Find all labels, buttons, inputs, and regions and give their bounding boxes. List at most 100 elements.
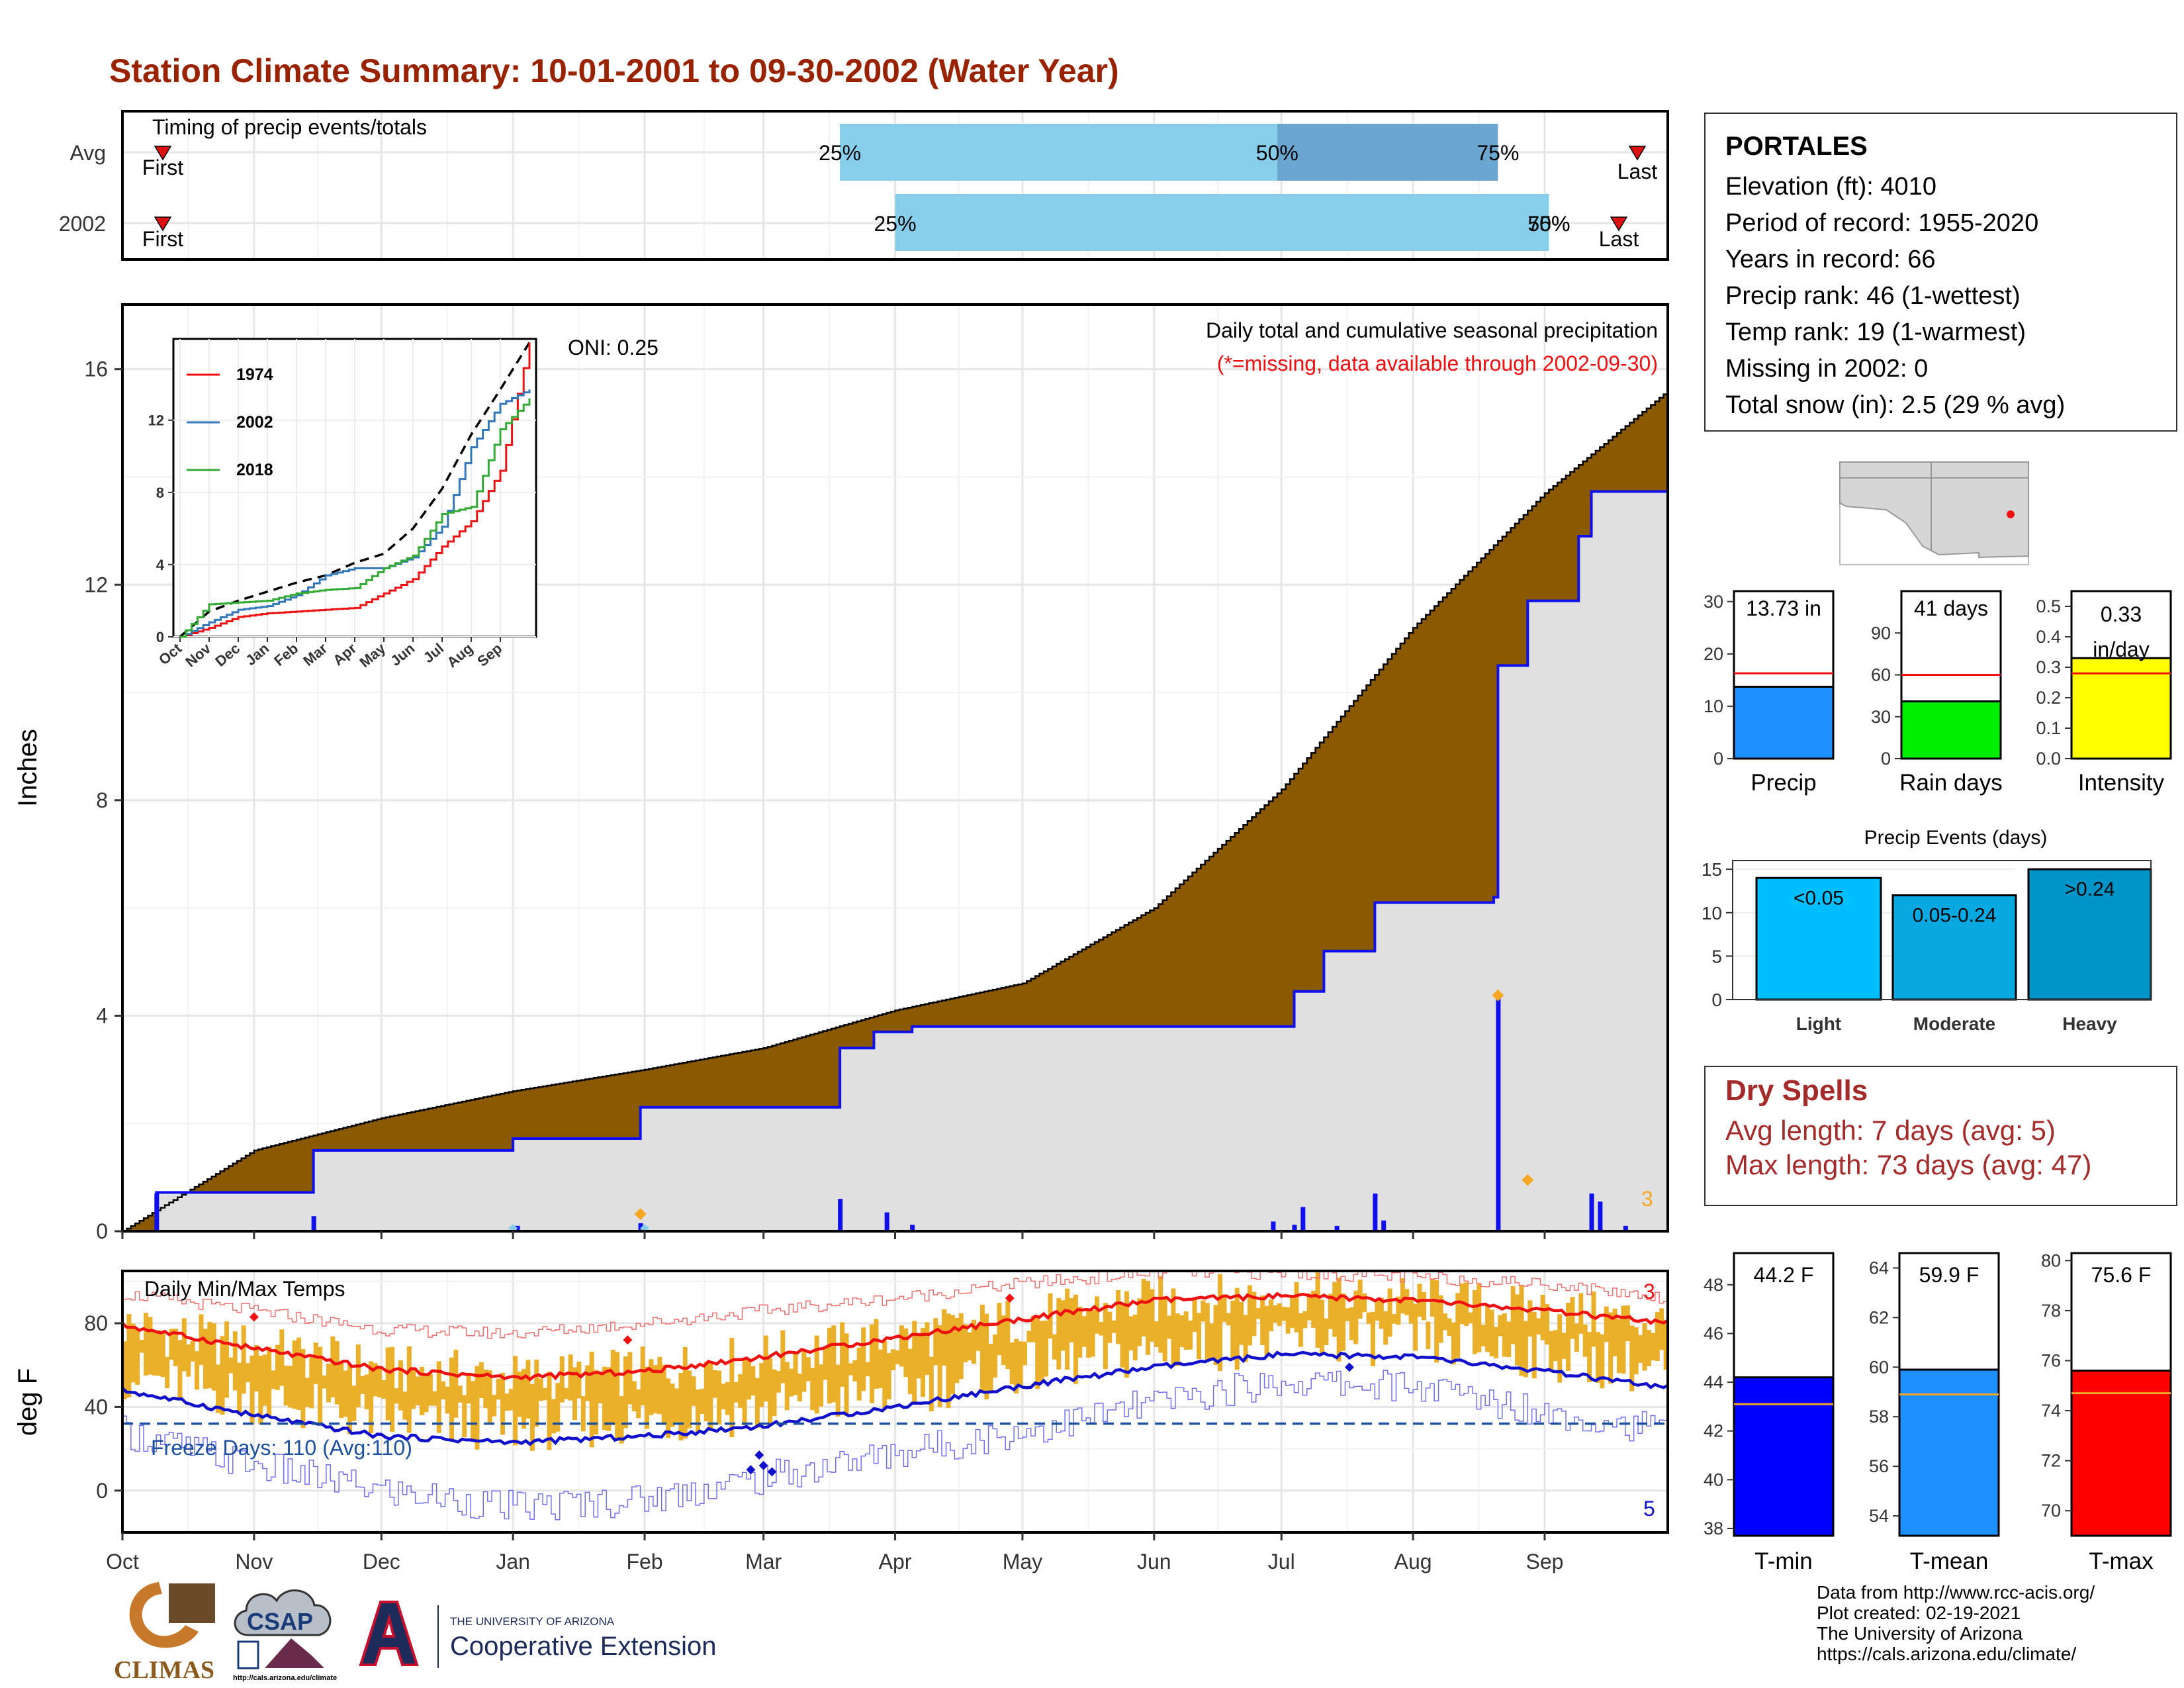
daily-temp-bar: [657, 1356, 662, 1415]
daily-temp-bar: [190, 1340, 195, 1362]
temp-summary-value-label: 44.2 F: [1754, 1263, 1814, 1287]
events-frame: [1732, 860, 2152, 1000]
daily-temp-bar: [1039, 1321, 1044, 1382]
daily-temp-bar: [483, 1370, 488, 1409]
daily-temp-bar: [615, 1352, 620, 1440]
daily-temp-bar: [1472, 1289, 1477, 1354]
precip-event-marker-icon: [1522, 1174, 1534, 1186]
daily-temp-bar: [1255, 1308, 1261, 1319]
daily-temp-bar: [704, 1362, 709, 1422]
daily-temp-bar: [1030, 1315, 1036, 1342]
daily-temp-bar: [1226, 1313, 1231, 1326]
timing-avg-75-label: 75%: [1477, 141, 1519, 165]
events-title: Precip Events (days): [1864, 827, 2048, 849]
daily-temp-bar: [1489, 1309, 1494, 1356]
csap-url: http://cals.arizona.edu/climate: [233, 1674, 337, 1682]
daily-temp-bar: [814, 1335, 819, 1414]
daily-temp-bar: [232, 1331, 238, 1391]
daily-temp-bar: [733, 1382, 739, 1403]
summary-y-tick-label: 20: [1704, 644, 1723, 664]
daily-temp-bar: [1056, 1297, 1062, 1370]
daily-temp-bar: [449, 1357, 454, 1440]
precip-snow-marker-icon: [508, 1223, 518, 1231]
daily-temp-bar: [288, 1366, 293, 1408]
daily-temp-bar: [1430, 1278, 1435, 1317]
daily-temp-bar: [508, 1389, 514, 1411]
daily-temp-bar: [271, 1370, 276, 1389]
daily-temp-bar: [1536, 1318, 1541, 1335]
precip-y-tick-label: 4: [96, 1004, 108, 1027]
temp-summary-y-tick-label: 74: [2041, 1401, 2061, 1421]
daily-temp-bar: [478, 1362, 484, 1399]
daily-temp-bar: [1357, 1279, 1363, 1319]
daily-temp-bar: [789, 1368, 794, 1397]
daily-temp-bar: [1527, 1300, 1533, 1337]
daily-temp-bar: [891, 1349, 896, 1370]
temp-y-tick-label: 0: [96, 1479, 108, 1503]
daily-temp-bar: [330, 1336, 336, 1397]
daily-temp-bar: [253, 1345, 259, 1392]
daily-temp-bar: [1498, 1315, 1503, 1336]
temp-y-label: deg F: [13, 1368, 42, 1436]
daily-temp-bar: [1651, 1333, 1656, 1361]
precip-events-chart: Precip Events (days) 0 5 10 15 <0.05 Light 0.05…: [1702, 827, 2177, 1059]
daily-precip-bar: [1589, 1194, 1594, 1231]
daily-temp-bar: [805, 1357, 811, 1382]
station-years: Years in record: 66: [1725, 246, 1936, 273]
daily-temp-bar: [1574, 1323, 1579, 1352]
daily-temp-bar: [831, 1325, 837, 1403]
daily-temp-bar: [971, 1319, 976, 1364]
x-axis-month-label: Jun: [1137, 1550, 1171, 1573]
normal-tmin-line: [122, 1350, 1668, 1446]
daily-temp-bar: [504, 1393, 510, 1411]
summary-y-tick-label: 0: [1881, 749, 1891, 769]
daily-temp-bar: [1629, 1325, 1635, 1391]
inset-legend-label: 2018: [236, 461, 273, 479]
daily-precip-bar: [311, 1216, 316, 1231]
daily-temp-bar: [1294, 1282, 1299, 1333]
daily-temp-bar: [594, 1370, 599, 1435]
daily-temp-bar: [122, 1341, 128, 1399]
daily-temp-bar: [1404, 1289, 1410, 1315]
daily-temp-bar: [334, 1341, 340, 1405]
daily-temp-bar: [700, 1388, 705, 1415]
daily-temp-bar: [1311, 1290, 1316, 1328]
daily-temp-bar: [1396, 1296, 1401, 1325]
daily-temp-bar: [1222, 1294, 1227, 1322]
summary-y-tick-label: 0.1: [2036, 718, 2061, 738]
daily-temp-bar: [1298, 1313, 1303, 1347]
daily-temp-bar: [585, 1365, 590, 1401]
daily-temp-bar: [937, 1325, 942, 1407]
daily-temp-bar: [1434, 1280, 1439, 1363]
station-snow: Total snow (in): 2.5 (29 % avg): [1725, 391, 2066, 419]
precip-normal-cumulative-line: [122, 389, 1668, 1231]
daily-temp-bar: [148, 1317, 153, 1375]
credit-university: The University of Arizona: [1817, 1623, 2023, 1644]
daily-temp-bar: [538, 1378, 543, 1401]
daily-temp-bar: [997, 1303, 1002, 1356]
daily-temp-bar: [721, 1383, 726, 1410]
daily-temp-bar: [1277, 1303, 1282, 1327]
summary-y-tick-label: 90: [1871, 623, 1891, 643]
daily-temp-bar: [717, 1370, 722, 1425]
daily-temp-bar: [1362, 1293, 1367, 1313]
x-axis-month-label: Sep: [1526, 1550, 1564, 1573]
daily-temp-bar: [360, 1376, 365, 1394]
daily-temp-bar: [1230, 1300, 1236, 1361]
daily-temp-bar: [1154, 1321, 1159, 1347]
temp-summary-value-label: 59.9 F: [1919, 1263, 1979, 1287]
daily-temp-bar: [326, 1363, 331, 1403]
timing-2002-25-label: 25%: [874, 212, 916, 236]
daily-precip-bar: [154, 1194, 159, 1231]
climas-logo-text: CLIMAS: [114, 1656, 214, 1684]
daily-temp-bar: [543, 1387, 548, 1401]
inset-line-2018: [180, 399, 531, 638]
daily-temp-bar: [126, 1314, 132, 1398]
daily-temp-bar: [696, 1389, 701, 1433]
daily-temp-bar: [1124, 1291, 1129, 1378]
summary-y-tick-label: 10: [1704, 696, 1723, 716]
inset-y-tick-label: 8: [156, 485, 164, 501]
csap-logo: CSAP http://cals.arizona.edu/climate: [233, 1589, 337, 1682]
daily-temp-bar: [1332, 1282, 1338, 1337]
